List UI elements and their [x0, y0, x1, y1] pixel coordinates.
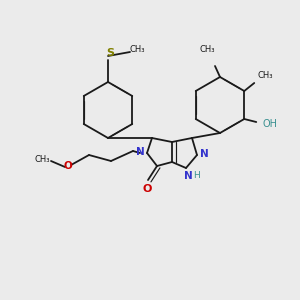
Text: H: H [193, 172, 200, 181]
Text: N: N [136, 147, 144, 157]
Text: CH₃: CH₃ [199, 46, 215, 55]
Text: N: N [184, 171, 192, 181]
Text: CH₃: CH₃ [257, 70, 273, 80]
Text: OH: OH [263, 119, 278, 129]
Text: O: O [64, 161, 72, 171]
Text: N: N [200, 149, 208, 159]
Text: CH₃: CH₃ [129, 46, 145, 55]
Text: S: S [106, 48, 114, 58]
Text: O: O [142, 184, 152, 194]
Text: CH₃: CH₃ [34, 154, 50, 164]
